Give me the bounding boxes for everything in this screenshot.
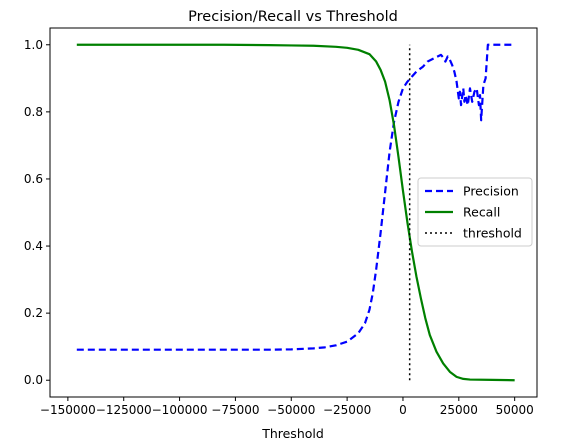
y-tick-label: 1.0 — [24, 38, 43, 52]
ticks: −150000 −125000 −100000 −75000 −50000 −25000 0… — [24, 38, 534, 417]
x-tick-label: −50000 — [267, 403, 315, 417]
plot-lines — [76, 43, 515, 382]
y-tick-label: 0.4 — [24, 239, 43, 253]
x-tick-label: 50000 — [496, 403, 534, 417]
y-tick-label: 0.8 — [24, 105, 43, 119]
x-tick-label: −125000 — [96, 403, 152, 417]
x-tick-label: −100000 — [152, 403, 208, 417]
legend-box — [417, 177, 533, 247]
x-tick-label: −75000 — [211, 403, 259, 417]
series-line-precision — [76, 43, 515, 351]
x-tick-label: 25000 — [440, 403, 478, 417]
x-tick-label: −25000 — [323, 403, 371, 417]
legend-label-recall: Recall — [463, 205, 500, 220]
legend-label-precision: Precision — [463, 184, 519, 199]
legend: Precision Recall threshold — [417, 177, 533, 247]
y-tick-label: 0.0 — [24, 373, 43, 387]
x-tick-label: 0 — [399, 403, 407, 417]
legend-label-threshold: threshold — [463, 226, 522, 241]
x-axis-label: Threshold — [261, 426, 324, 441]
axes-frame — [49, 27, 538, 398]
x-tick-label: −150000 — [40, 403, 96, 417]
y-tick-label: 0.2 — [24, 306, 43, 320]
series-line-recall — [76, 43, 515, 382]
y-tick-label: 0.6 — [24, 172, 43, 186]
chart-title: Precision/Recall vs Threshold — [188, 9, 398, 25]
